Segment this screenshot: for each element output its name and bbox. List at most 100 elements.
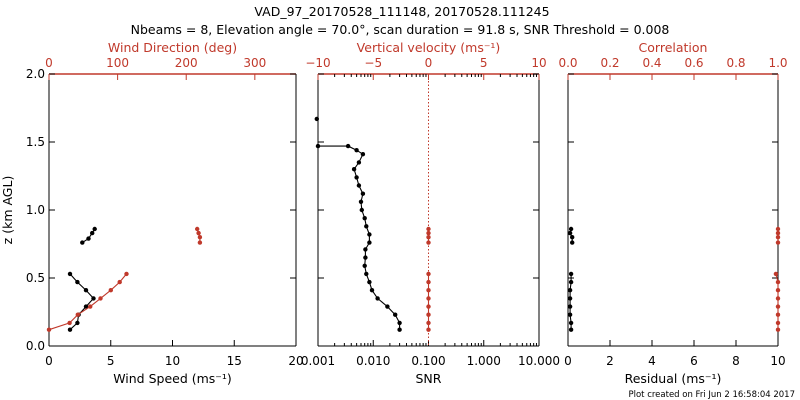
data-point [98, 296, 103, 301]
x-bottom-tick-label: 10.000 [518, 354, 560, 368]
data-point [67, 271, 73, 277]
x-top-axis-label: Correlation [639, 40, 708, 55]
series-line [82, 228, 96, 244]
data-point [196, 230, 201, 236]
data-point [426, 230, 431, 236]
x-bottom-tick-label: 8 [732, 354, 740, 368]
x-top-tick-label: 300 [243, 56, 266, 70]
data-point [197, 240, 203, 245]
data-point [364, 271, 369, 277]
x-top-tick-label: 0.0 [558, 56, 577, 70]
data-point [359, 207, 364, 213]
x-bottom-tick-label: 10 [770, 354, 785, 368]
data-point [67, 320, 72, 326]
data-point [345, 143, 351, 149]
data-point [426, 271, 431, 277]
data-point [354, 148, 359, 153]
data-point [315, 143, 321, 149]
data-point [367, 240, 372, 245]
y-tick-label: 0.5 [26, 271, 45, 285]
x-top-tick-label: 10 [531, 56, 546, 70]
series-1 [314, 116, 402, 332]
data-point [393, 312, 398, 317]
x-bottom-tick-label: 20 [288, 354, 303, 368]
data-point [90, 230, 95, 236]
data-point [426, 226, 431, 232]
data-point [363, 247, 368, 252]
data-point [364, 224, 369, 229]
x-top-tick-label: −10 [305, 56, 330, 70]
data-point [397, 327, 402, 332]
x-bottom-tick-label: 0 [45, 354, 53, 368]
x-top-axis-label: Vertical velocity (ms⁻¹) [357, 40, 501, 55]
data-point [92, 226, 97, 232]
data-point [426, 279, 431, 285]
x-bottom-tick-label: 4 [648, 354, 656, 368]
data-point [46, 327, 52, 332]
data-point [567, 296, 573, 301]
data-point [426, 296, 431, 301]
data-point [363, 255, 368, 260]
data-point [195, 226, 200, 232]
data-point [568, 271, 574, 277]
x-bottom-tick-label: 10 [165, 354, 180, 368]
series-line [318, 145, 401, 330]
data-point [360, 152, 366, 157]
x-bottom-tick-label: 0.100 [411, 354, 445, 368]
x-top-tick-label: 5 [480, 56, 488, 70]
x-bottom-tick-label: 1.000 [467, 354, 501, 368]
data-point [426, 240, 431, 245]
series-1 [567, 226, 575, 332]
data-point [356, 160, 362, 165]
x-bottom-tick-label: 0.001 [301, 354, 335, 368]
x-top-tick-label: 0.8 [726, 56, 745, 70]
x-top-tick-label: 100 [106, 56, 129, 70]
data-point [88, 304, 93, 309]
data-point [83, 304, 89, 309]
data-point [775, 288, 781, 293]
data-point [385, 304, 390, 309]
data-point [775, 304, 781, 309]
data-point [108, 288, 114, 293]
data-point [75, 320, 80, 326]
data-point [426, 288, 431, 293]
data-point [426, 320, 431, 326]
data-point [567, 304, 573, 309]
data-point [775, 235, 781, 240]
y-tick-label: 1.0 [26, 203, 45, 217]
data-point [375, 296, 380, 301]
x-top-tick-label: 0 [425, 56, 433, 70]
data-point [426, 235, 431, 240]
figure-title: VAD_97_20170528_111148, 20170528.111245 [254, 4, 549, 19]
data-point [86, 236, 91, 241]
x-top-axis-label: Wind Direction (deg) [108, 40, 237, 55]
y-tick-label: 1.5 [26, 135, 45, 149]
data-point [314, 116, 319, 122]
data-point [75, 312, 81, 317]
data-point [369, 288, 375, 293]
x-top-tick-label: 0.4 [642, 56, 661, 70]
y-tick-label: 0.0 [26, 339, 45, 353]
x-top-tick-label: 200 [175, 56, 198, 70]
series-line [69, 273, 95, 331]
data-point [426, 327, 431, 332]
data-point [360, 191, 366, 196]
x-bottom-tick-label: 6 [690, 354, 698, 368]
panel-3: 0 2 4 6 8 10 Residual (ms⁻¹) 0.0 0.2 0.4 0.6 0.8 1.0… [558, 40, 787, 386]
data-point [83, 288, 89, 293]
data-point [567, 288, 573, 293]
series-line [48, 273, 127, 331]
data-point [775, 226, 781, 232]
data-point [117, 279, 122, 285]
data-point [367, 232, 372, 237]
data-point [567, 230, 573, 236]
data-point [362, 216, 367, 221]
data-point [351, 167, 357, 172]
data-point [567, 312, 573, 317]
figure-subtitle: Nbeams = 8, Elevation angle = 70.0°, sca… [131, 22, 670, 37]
plot-credit: Plot created on Fri Jun 2 16:58:04 2017 [628, 390, 795, 400]
data-point [362, 263, 367, 268]
data-point [775, 312, 781, 317]
x-bottom-tick-label: 0.010 [356, 354, 390, 368]
